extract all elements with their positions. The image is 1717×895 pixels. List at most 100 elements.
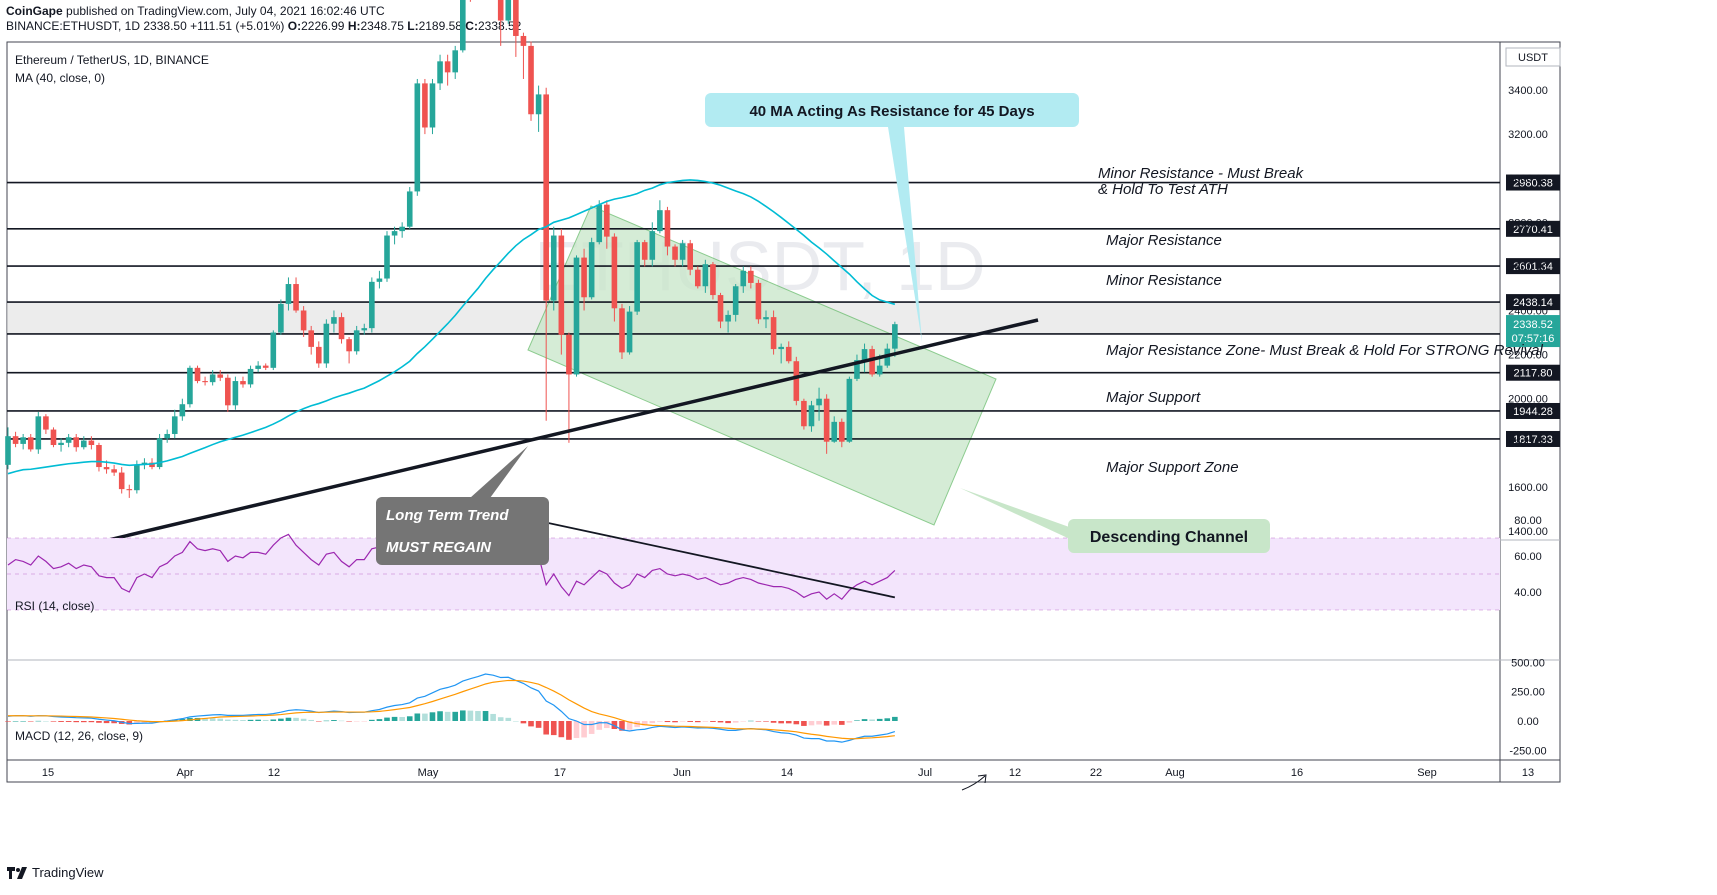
macd-histogram-bar	[406, 716, 413, 721]
currency-box	[1505, 47, 1561, 67]
candle-body	[376, 278, 383, 282]
tradingview-footer[interactable]: TradingView	[6, 865, 104, 880]
price-level-tag	[1506, 174, 1560, 191]
macd-histogram-bar	[793, 721, 800, 725]
macd-histogram-bar	[558, 721, 565, 738]
candle-body	[346, 339, 352, 352]
candle-body	[543, 94, 549, 301]
price-level-label: 2601.34	[1513, 261, 1553, 273]
macd-histogram-bar	[778, 721, 784, 724]
candle-body	[801, 400, 807, 427]
macd-histogram-bar	[43, 721, 49, 722]
candle-body	[422, 83, 428, 128]
candle-body	[406, 191, 413, 227]
candle-body	[452, 50, 459, 73]
macd-tick: 0.00	[1517, 716, 1538, 728]
ma-callout-box	[705, 93, 1079, 127]
macd-histogram-bar	[694, 721, 701, 723]
candle-body	[225, 377, 231, 406]
candle-body	[384, 235, 390, 279]
publisher-name[interactable]: CoinGape	[6, 4, 63, 18]
time-tick: Aug	[1165, 767, 1185, 779]
open-label: O:	[287, 19, 302, 33]
macd-histogram-bar	[225, 719, 231, 721]
macd-histogram-bar	[58, 721, 64, 722]
macd-histogram-bar	[285, 717, 292, 721]
candle-body	[687, 243, 693, 270]
candle-body	[558, 235, 565, 335]
macd-histogram-bar	[801, 721, 807, 726]
candle-body	[634, 242, 640, 312]
ma-legend: MA (40, close, 0)	[15, 71, 105, 85]
candle-body	[641, 242, 648, 260]
macd-histogram-bar	[369, 719, 375, 721]
macd-histogram-bar	[422, 713, 428, 721]
candle-body	[429, 83, 436, 128]
rsi-tick: 40.00	[1514, 587, 1542, 599]
macd-histogram-bar	[126, 721, 133, 725]
price-pane[interactable]	[5, 0, 1500, 566]
long-term-callout-box	[376, 497, 549, 565]
price-level-tag	[1506, 258, 1560, 275]
macd-histogram-bar	[596, 721, 603, 730]
candle-body	[793, 361, 800, 401]
major-resistance-label: Major Resistance	[1106, 232, 1222, 249]
price-level-label: 1817.33	[1513, 434, 1553, 446]
candle-body	[88, 440, 95, 446]
macd-histogram-bar	[376, 719, 383, 721]
macd-histogram-bar	[460, 710, 466, 721]
candle-body	[58, 442, 64, 446]
price-level-label: 2770.41	[1513, 224, 1553, 236]
candle-body	[81, 440, 87, 448]
macd-histogram-bar	[346, 721, 352, 722]
macd-histogram-bar	[414, 713, 421, 721]
candle-body	[778, 346, 784, 350]
macd-histogram-bar	[785, 721, 792, 724]
candle-body	[846, 378, 853, 442]
macd-histogram-bar	[308, 719, 314, 721]
candle-body	[278, 303, 284, 333]
last-price: 2338.50	[143, 19, 187, 33]
price-tick: 3000.00	[1508, 173, 1548, 185]
macd-histogram-bar	[687, 721, 693, 722]
candle-body	[748, 270, 754, 283]
candle-body	[270, 332, 277, 368]
candle-body	[369, 281, 375, 329]
macd-histogram-bar	[437, 711, 443, 721]
macd-histogram-bar	[550, 721, 557, 736]
candle-body	[839, 421, 845, 442]
price-level-tag	[1506, 402, 1560, 419]
macd-tick: 250.00	[1511, 687, 1545, 699]
rsi-pane[interactable]	[7, 510, 1500, 611]
candle-body	[672, 246, 678, 260]
low-value: 2189.58	[418, 19, 462, 33]
macd-histogram-bar	[497, 717, 504, 721]
candle-body	[513, 0, 519, 36]
minor-resistance-label: Minor Resistance	[1106, 272, 1222, 289]
candle-body	[808, 405, 815, 427]
candle-body	[5, 436, 11, 465]
candle-body	[702, 264, 709, 287]
candle-body	[12, 436, 19, 444]
candle-body	[399, 226, 405, 232]
macd-histogram-bar	[884, 718, 891, 721]
symbol-legend: Ethereum / TetherUS, 1D, BINANCE	[15, 53, 209, 67]
macd-histogram-bar	[293, 717, 299, 721]
candle-body	[300, 310, 307, 331]
macd-histogram-bar	[755, 721, 762, 722]
candle-body	[331, 317, 337, 324]
macd-histogram-bar	[831, 721, 838, 725]
macd-histogram-bar	[854, 720, 860, 721]
macd-histogram-bar	[111, 721, 117, 724]
candle-body	[869, 349, 875, 375]
published-text: published on TradingView.com, July 04, 2…	[66, 4, 385, 18]
candle-body	[619, 308, 625, 353]
macd-histogram-bar	[513, 721, 519, 722]
long-term-callout-line1: Long Term Trend	[386, 507, 509, 524]
price-tick: 2200.00	[1508, 350, 1548, 362]
price-change: +111.51 (+5.01%)	[190, 19, 285, 33]
macd-pane[interactable]	[5, 673, 987, 791]
macd-histogram-bar	[528, 721, 534, 727]
candle-body	[763, 317, 769, 320]
